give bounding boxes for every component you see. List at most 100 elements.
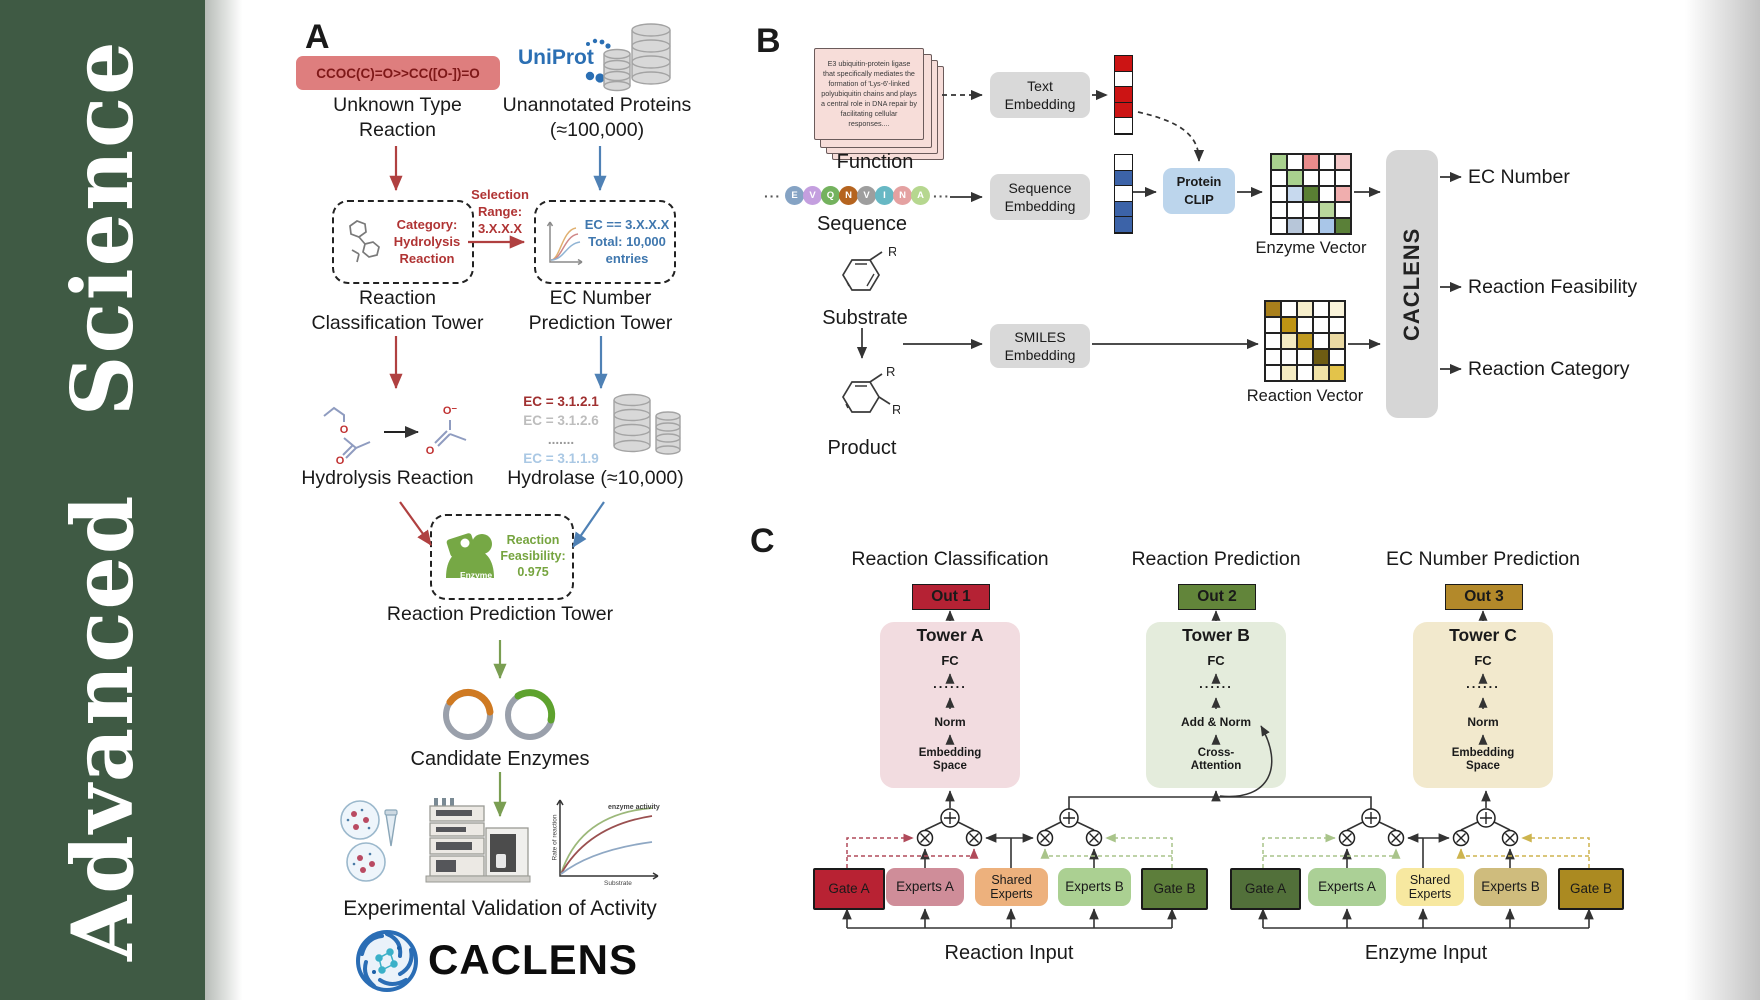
sequence-label: Sequence: [816, 213, 908, 235]
residue-circle: N: [893, 186, 912, 205]
enzyme-vector-matrix: [1270, 153, 1352, 235]
residue-circle: I: [875, 186, 894, 205]
panel-a-label: A: [305, 18, 330, 56]
residue-circle: Q: [821, 186, 840, 205]
journal-sidebar: [0, 0, 205, 1000]
tower-b-title: Tower B: [1182, 625, 1250, 645]
output-reaction-feasibility: Reaction Feasibility: [1468, 276, 1638, 298]
vector-cell: [1287, 202, 1303, 218]
tower-c-dots: ......: [1466, 676, 1500, 691]
enzyme-vector-label: Enzyme Vector: [1255, 239, 1367, 257]
experts-b-reaction: Experts B: [1058, 868, 1131, 906]
vector-cell: [1313, 365, 1329, 381]
reaction-classification-box: Category: Hydrolysis Reaction: [332, 200, 474, 284]
vector-cell: [1319, 186, 1335, 202]
svg-text:O: O: [340, 424, 349, 436]
substrate-molecule: R: [842, 246, 896, 291]
cells-and-tube-icon: [340, 800, 398, 882]
ellipsis-left: ···: [764, 187, 781, 204]
feasibility-text: Reaction Feasibility: 0.975: [500, 533, 566, 579]
svg-text:R: R: [888, 246, 896, 259]
journal-title: Advanced Science: [53, 39, 152, 961]
out3-box: Out 3: [1445, 584, 1523, 610]
tower-a-dots: ......: [933, 676, 967, 691]
tower1-label: Reaction Classification Tower: [311, 287, 484, 334]
gate-b-reaction: Gate B: [1141, 868, 1208, 910]
vector-cell: [1114, 117, 1133, 135]
svg-text:R: R: [892, 402, 900, 417]
plasmids-icon: [443, 689, 556, 740]
molecule-scribble-icon: [349, 220, 380, 263]
vector-cell: [1329, 365, 1345, 381]
gate-a-enzyme: Gate A: [1230, 868, 1301, 910]
product-molecule: R R: [842, 364, 900, 417]
tower-b-cross-attention: Cross- Attention: [1190, 746, 1242, 772]
vector-cell: [1303, 154, 1319, 170]
vector-cell: [1287, 186, 1303, 202]
vector-cell: [1265, 349, 1281, 365]
tower-a-fc: FC: [941, 653, 959, 668]
output-ec-number: EC Number: [1468, 166, 1570, 188]
product-label: Product: [827, 437, 897, 459]
vector-cell: [1265, 365, 1281, 381]
panel-b-label: B: [756, 22, 781, 60]
vector-cell: [1335, 154, 1351, 170]
caclens-wordmark: CACLENS: [428, 936, 639, 983]
vector-cell: [1281, 301, 1297, 317]
vector-cell: [1271, 154, 1287, 170]
kinetics-ylabel: Rate of reaction: [551, 814, 559, 861]
tower-c-norm: Norm: [1467, 714, 1499, 729]
vector-cell: [1114, 185, 1133, 203]
vector-cell: [1114, 154, 1133, 172]
vector-cell: [1313, 301, 1329, 317]
text-embedding-vector: [1114, 55, 1133, 135]
sequence-embedding-vector: [1114, 154, 1133, 234]
vector-cell: [1265, 301, 1281, 317]
category-text: Category: Hydrolysis Reaction: [393, 217, 461, 266]
tower-b-fc: FC: [1207, 653, 1225, 668]
protein-clip-box: Protein CLIP: [1163, 168, 1235, 214]
reaction-input-label: Reaction Input: [944, 942, 1074, 964]
output-reaction-category: Reaction Category: [1468, 358, 1630, 380]
vector-cell: [1329, 333, 1345, 349]
vector-cell: [1335, 186, 1351, 202]
vector-cell: [1319, 170, 1335, 186]
kinetics-plot: enzyme activity Rate of reaction Substra…: [546, 792, 666, 892]
tower-b-add-norm: Add & Norm: [1181, 714, 1251, 729]
vector-cell: [1287, 170, 1303, 186]
residue-circle: V: [857, 186, 876, 205]
tower-b-dots: ......: [1199, 676, 1233, 691]
tower-a-title: Tower A: [916, 625, 984, 645]
vector-cell: [1297, 349, 1313, 365]
vector-cell: [1281, 317, 1297, 333]
experts-b-enzyme: Experts B: [1474, 868, 1547, 906]
residue-circle: A: [911, 186, 930, 205]
vector-cell: [1319, 202, 1335, 218]
svg-text:O: O: [336, 455, 345, 466]
vector-cell: [1303, 218, 1319, 234]
vector-cell: [1114, 101, 1133, 119]
vector-cell: [1335, 218, 1351, 234]
vector-cell: [1313, 333, 1329, 349]
vector-cell: [1281, 365, 1297, 381]
vector-cell: [1329, 301, 1345, 317]
vector-cell: [1114, 86, 1133, 104]
enzyme-blob-icon: [446, 533, 494, 578]
out1-box: Out 1: [912, 584, 990, 610]
tower-c-title: Tower C: [1449, 625, 1517, 645]
enzyme-icon-label: Enzyme: [459, 570, 493, 580]
experts-a-reaction: Experts A: [886, 868, 964, 906]
experts-a-enzyme: Experts A: [1308, 868, 1386, 906]
kinetics-xlabel: Substrate: [604, 880, 632, 887]
ellipsis-right: ···: [933, 187, 950, 204]
sequence-embedding-box: Sequence Embedding: [990, 174, 1090, 220]
gate-a-reaction: Gate A: [813, 868, 885, 910]
vector-cell: [1313, 317, 1329, 333]
ec-candidates-list: EC = 3.1.2.1 EC = 3.1.2.6 ....... EC = 3…: [523, 394, 599, 466]
substrate-label: Substrate: [822, 307, 908, 329]
residue-circle: N: [839, 186, 858, 205]
header-reaction-prediction: Reaction Prediction: [1131, 548, 1301, 570]
vector-cell: [1303, 186, 1319, 202]
